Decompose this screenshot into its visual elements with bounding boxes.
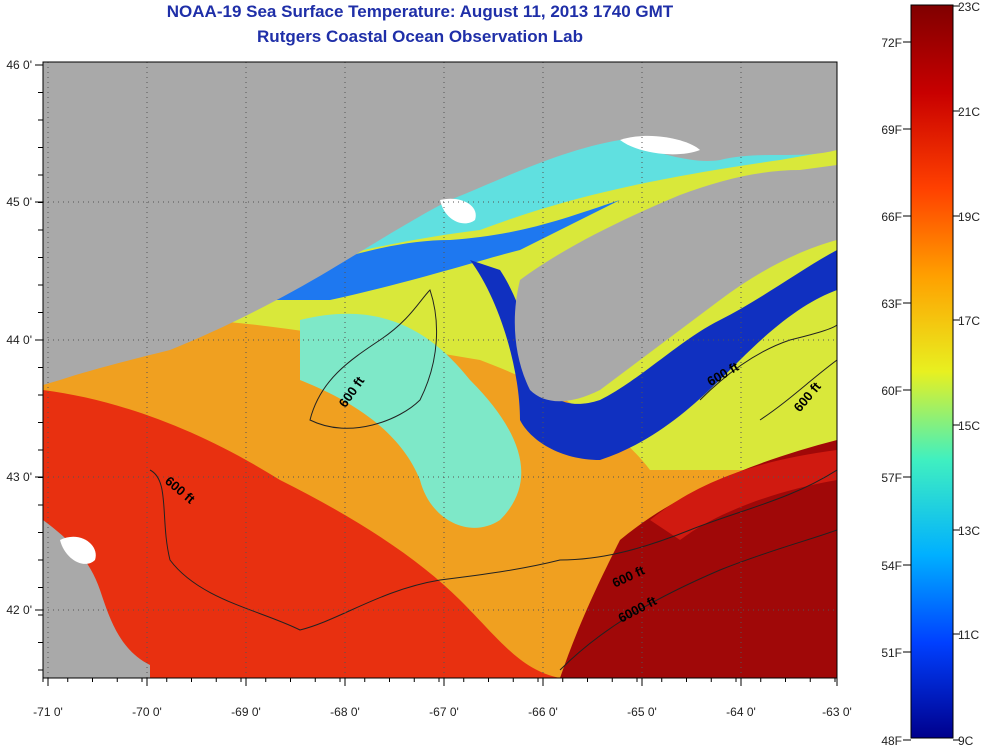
- lon-tick-label: -63 0': [822, 705, 852, 719]
- fahrenheit-label: 48F: [881, 734, 902, 748]
- map-frame: [42, 61, 838, 679]
- fahrenheit-label: 60F: [881, 384, 902, 398]
- lat-tick-label: 44 0': [6, 333, 32, 347]
- map-title: NOAA-19 Sea Surface Temperature: August …: [166, 2, 674, 21]
- nova-scotia-land: [514, 165, 837, 402]
- blue-coastal-band: [230, 200, 620, 300]
- contour-600ft-far-east: [759, 359, 837, 421]
- lon-tick-label: -66 0': [528, 705, 558, 719]
- lon-tick-label: -64 0': [726, 705, 756, 719]
- lon-tick-label: -70 0': [132, 705, 162, 719]
- fahrenheit-label: 54F: [881, 559, 902, 573]
- gulf-stream-edge: [650, 450, 837, 540]
- fahrenheit-label: 72F: [881, 36, 902, 50]
- celsius-label: 19C: [958, 210, 980, 224]
- fahrenheit-label: 66F: [881, 210, 902, 224]
- map-subtitle: Rutgers Coastal Ocean Observation Lab: [257, 27, 583, 46]
- colorbar-celsius-labels: 23C 21C 19C 17C 15C 13C 11C 9C: [953, 0, 980, 748]
- celsius-label: 23C: [958, 0, 980, 14]
- colorbar-fahrenheit-labels: 72F 69F 66F 63F 60F 57F 54F 51F 48F: [881, 36, 911, 748]
- contour-600ft-bank: [309, 289, 437, 429]
- cloud-patch: [440, 198, 476, 224]
- lon-tick-label: -67 0': [429, 705, 459, 719]
- red-warm-water-sw: [43, 390, 560, 678]
- massachusetts-land: [43, 520, 150, 678]
- lat-tick-label: 46 0': [6, 58, 32, 72]
- lon-tick-label: -65 0': [627, 705, 657, 719]
- cloud-patch: [620, 135, 700, 155]
- celsius-label: 15C: [958, 419, 980, 433]
- fahrenheit-label: 51F: [881, 646, 902, 660]
- dark-blue-upwelling: [470, 250, 837, 460]
- celsius-label: 13C: [958, 524, 980, 538]
- fahrenheit-label: 57F: [881, 471, 902, 485]
- celsius-label: 21C: [958, 105, 980, 119]
- gulf-stream-warm-water: [560, 440, 837, 678]
- celsius-label: 17C: [958, 314, 980, 328]
- latitude-axis: 46 0' 45 0' 44 0' 43 0' 42 0': [6, 58, 43, 671]
- cyan-water-patch: [300, 313, 522, 528]
- cloud-patch: [60, 536, 96, 564]
- lon-tick-label: -68 0': [330, 705, 360, 719]
- lat-tick-label: 42 0': [6, 603, 32, 617]
- contour-600ft-east: [699, 324, 837, 401]
- lon-tick-label: -69 0': [231, 705, 261, 719]
- lon-tick-label: -71 0': [33, 705, 63, 719]
- celsius-label: 11C: [958, 628, 979, 642]
- lat-tick-label: 43 0': [6, 470, 32, 484]
- fahrenheit-label: 69F: [881, 123, 902, 137]
- colorbar: [910, 4, 954, 739]
- contour-6000ft: [559, 529, 837, 671]
- contour-600ft-south: [149, 469, 837, 631]
- longitude-axis: -71 0' -70 0' -69 0' -68 0' -67 0' -66 0' -65 …: [33, 678, 852, 719]
- fahrenheit-label: 63F: [881, 297, 902, 311]
- lat-tick-label: 45 0': [6, 195, 32, 209]
- celsius-label: 9C: [958, 734, 974, 748]
